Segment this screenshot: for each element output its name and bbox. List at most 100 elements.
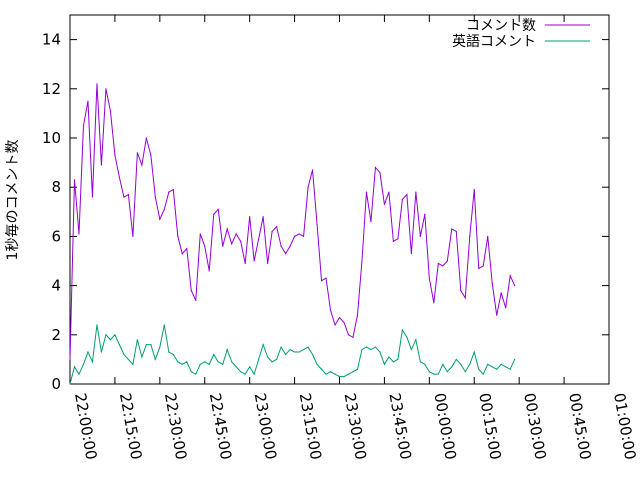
legend-label-2: 英語コメント: [452, 33, 536, 50]
data-point: [388, 356, 390, 358]
data-point: [267, 356, 269, 358]
data-point: [240, 240, 242, 242]
series-line-1: [69, 83, 516, 360]
data-point: [262, 344, 264, 346]
data-point: [150, 344, 152, 346]
data-point: [428, 371, 430, 373]
data-point: [374, 346, 377, 348]
data-point: [406, 193, 408, 196]
data-point: [73, 366, 76, 368]
data-point: [195, 373, 197, 375]
data-point: [424, 363, 426, 365]
data-point: [356, 368, 359, 370]
data-point: [253, 260, 255, 262]
data-point: [397, 238, 399, 240]
data-point: [132, 235, 134, 237]
data-point: [145, 344, 147, 346]
data-point: [82, 363, 85, 365]
data-point: [235, 233, 237, 235]
data-point: [285, 253, 287, 255]
data-point: [469, 363, 471, 365]
data-point: [231, 361, 233, 363]
x-tick-label: 01:00:00: [610, 392, 639, 461]
data-point: [123, 196, 125, 198]
data-point: [293, 351, 296, 353]
data-point: [69, 383, 71, 385]
data-point: [473, 189, 475, 191]
y-axis-label: 1秒毎のコメント数: [5, 140, 21, 261]
data-point: [329, 309, 332, 311]
data-point: [226, 228, 228, 230]
x-tick-label: 23:30:00: [341, 392, 370, 461]
data-point: [311, 353, 314, 356]
data-point: [446, 371, 448, 373]
data-point: [410, 348, 412, 351]
data-point: [222, 245, 224, 247]
data-point: [455, 230, 457, 233]
data-point: [154, 196, 156, 198]
data-point: [352, 371, 354, 373]
data-point: [249, 216, 251, 218]
data-point: [325, 277, 327, 279]
data-point: [217, 208, 219, 210]
data-point: [433, 302, 435, 304]
data-point: [199, 233, 201, 235]
data-point: [78, 233, 80, 235]
data-point: [329, 371, 332, 373]
data-point: [428, 277, 430, 279]
data-point: [320, 280, 323, 282]
data-point: [361, 348, 363, 351]
data-point: [190, 289, 192, 292]
data-point: [105, 88, 107, 90]
data-point: [419, 361, 421, 363]
data-point: [127, 193, 129, 196]
data-point: [460, 363, 462, 365]
series-line-2: [69, 324, 516, 385]
data-point: [302, 235, 305, 237]
data-point: [118, 344, 121, 346]
data-point: [437, 262, 439, 265]
data-point: [338, 376, 341, 378]
y-tick-label: 12: [42, 80, 61, 98]
plot-frame: [69, 14, 610, 385]
data-point: [383, 203, 386, 206]
data-point: [505, 366, 507, 368]
data-point: [136, 152, 138, 154]
data-point: [262, 216, 264, 218]
data-point: [168, 351, 170, 353]
data-point: [159, 218, 161, 220]
data-point: [433, 373, 435, 375]
data-point: [177, 361, 179, 363]
x-tick-label: 00:30:00: [520, 392, 549, 461]
x-tick-label: 23:00:00: [251, 392, 280, 461]
data-point: [478, 267, 480, 269]
y-tick-label: 10: [42, 129, 61, 147]
data-point: [338, 316, 341, 319]
data-point: [208, 363, 210, 365]
series-points-1: [69, 83, 516, 360]
data-point: [258, 358, 260, 360]
data-point: [109, 110, 112, 112]
data-point: [415, 191, 417, 193]
x-tick-label: 22:45:00: [206, 392, 235, 461]
data-point: [145, 137, 147, 139]
data-point: [491, 366, 493, 368]
x-tick-label: 22:00:00: [71, 392, 100, 461]
y-tick-label: 4: [51, 277, 61, 295]
data-point: [302, 348, 305, 351]
data-point: [505, 307, 507, 309]
data-point: [473, 351, 475, 353]
data-point: [109, 339, 112, 341]
data-point: [181, 253, 183, 255]
data-point: [186, 361, 188, 363]
data-point: [469, 235, 471, 237]
data-point: [487, 235, 489, 237]
data-point: [442, 363, 444, 365]
data-point: [235, 366, 237, 368]
data-point: [401, 329, 403, 331]
data-point: [482, 265, 484, 267]
data-point: [276, 225, 278, 228]
data-point: [114, 154, 116, 156]
data-point: [163, 208, 165, 210]
